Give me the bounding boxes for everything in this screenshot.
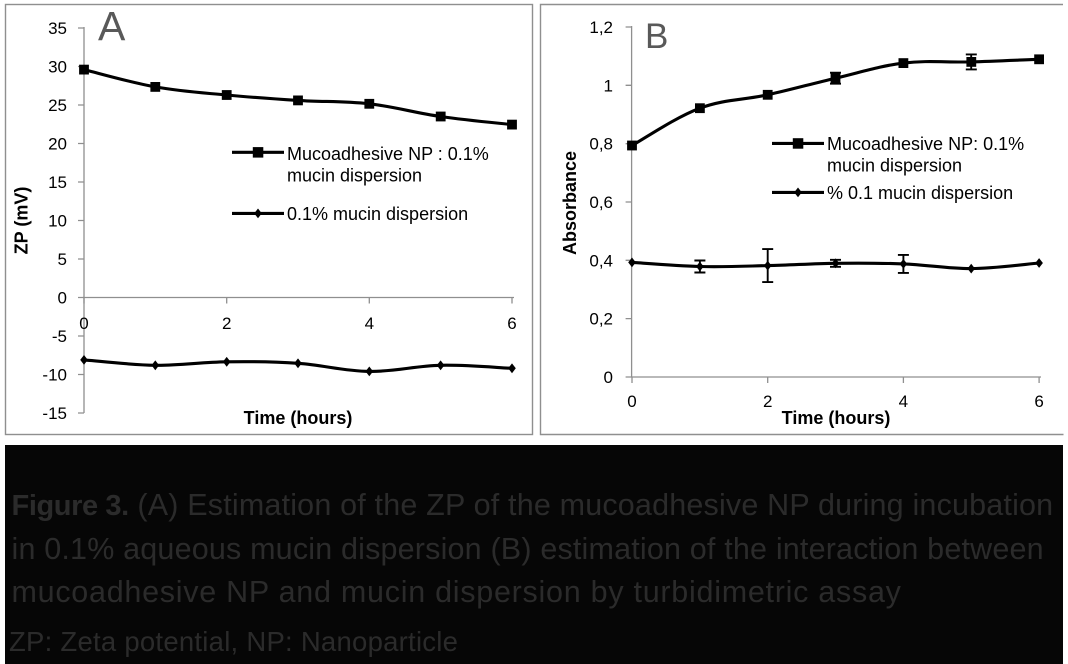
svg-text:B: B <box>645 17 668 56</box>
svg-text:0: 0 <box>604 368 613 387</box>
svg-text:Time (hours): Time (hours) <box>782 408 891 428</box>
svg-text:ZP (mV): ZP (mV) <box>12 187 32 255</box>
svg-text:2: 2 <box>763 392 772 411</box>
svg-text:Figure 3. (A) Estimation of th: Figure 3. (A) Estimation of the ZP of th… <box>12 488 1054 522</box>
svg-text:4: 4 <box>899 392 908 411</box>
svg-text:0,4: 0,4 <box>589 251 613 270</box>
svg-text:6: 6 <box>1034 392 1043 411</box>
svg-text:20: 20 <box>48 135 67 154</box>
svg-text:mucin dispersion: mucin dispersion <box>287 166 422 186</box>
svg-text:mucoadhesive NP and mucin disp: mucoadhesive NP and mucin dispersion by … <box>12 575 902 609</box>
svg-text:1,2: 1,2 <box>589 18 613 37</box>
svg-text:25: 25 <box>48 96 67 115</box>
svg-text:6: 6 <box>507 314 516 333</box>
svg-text:0: 0 <box>79 314 88 333</box>
svg-text:5: 5 <box>58 250 67 269</box>
svg-text:A: A <box>98 3 126 49</box>
svg-text:0,8: 0,8 <box>589 135 613 154</box>
svg-text:ZP: Zeta potential, NP: Nanopa: ZP: Zeta potential, NP: Nanoparticle <box>9 626 458 657</box>
svg-text:35: 35 <box>48 19 67 38</box>
svg-text:% 0.1 mucin dispersion: % 0.1 mucin dispersion <box>827 183 1013 203</box>
svg-text:Absorbance: Absorbance <box>560 151 580 255</box>
svg-text:0,6: 0,6 <box>589 193 613 212</box>
svg-text:in 0.1% aqueous mucin dispersi: in 0.1% aqueous mucin dispersion (B) est… <box>12 532 1044 566</box>
svg-text:4: 4 <box>365 314 374 333</box>
svg-text:10: 10 <box>48 212 67 231</box>
svg-text:0,2: 0,2 <box>589 310 613 329</box>
svg-text:0.1% mucin dispersion: 0.1% mucin dispersion <box>287 204 468 224</box>
svg-text:15: 15 <box>48 173 67 192</box>
svg-text:-15: -15 <box>42 404 67 423</box>
svg-text:30: 30 <box>48 58 67 77</box>
svg-text:-5: -5 <box>52 327 67 346</box>
svg-text:mucin dispersion: mucin dispersion <box>827 156 962 176</box>
svg-text:0: 0 <box>58 289 67 308</box>
svg-text:-10: -10 <box>42 366 67 385</box>
svg-text:2: 2 <box>222 314 231 333</box>
svg-text:0: 0 <box>627 392 636 411</box>
svg-text:1: 1 <box>604 76 613 95</box>
svg-text:Mucoadhesive NP: 0.1%: Mucoadhesive NP: 0.1% <box>827 134 1024 154</box>
svg-text:Time (hours): Time (hours) <box>244 408 353 428</box>
svg-text:Mucoadhesive NP : 0.1%: Mucoadhesive NP : 0.1% <box>287 144 489 164</box>
